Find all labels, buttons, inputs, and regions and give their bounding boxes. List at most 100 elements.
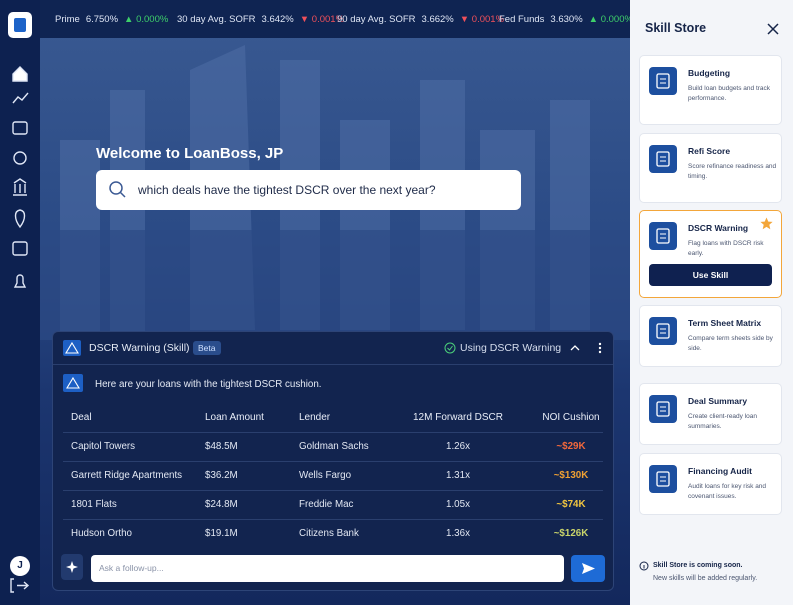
rate-change: ▼ 0.001% [459, 14, 505, 25]
row-divider [63, 490, 603, 491]
skill-name: Term Sheet Matrix [688, 318, 762, 328]
table-cell: 1.05x [446, 499, 470, 510]
welcome-heading: Welcome to LoanBoss, JP [96, 145, 284, 162]
table-cell: 1801 Flats [71, 499, 117, 510]
row-divider [63, 461, 603, 462]
nav-alerts[interactable] [13, 274, 27, 288]
rate-value: 3.662% [421, 14, 454, 25]
rate-value: 3.630% [550, 14, 583, 25]
row-divider [63, 432, 603, 433]
avatar[interactable]: J [10, 556, 30, 576]
nav-list[interactable] [12, 121, 28, 135]
column-header: NOI Cushion [542, 412, 600, 423]
store-title: Skill Store [645, 21, 707, 35]
column-header: Lender [299, 412, 331, 423]
skill-description: Flag loans with DSCR risk early. [688, 240, 764, 257]
beta-badge: Beta [193, 341, 221, 355]
skill-card[interactable]: Refi Score Score refinance readiness and … [639, 133, 782, 203]
rate-value: 6.750% [85, 14, 119, 25]
store-footer-note: New skills will be added regularly. [653, 575, 758, 582]
ticker-item: Fed Funds 3.630% ▲ 0.000% [499, 14, 639, 25]
skill-name: DSCR Warning [688, 223, 749, 233]
favorite-star[interactable] [760, 217, 773, 235]
search-box[interactable]: which deals have the tightest DSCR over … [96, 170, 521, 210]
skill-name: Deal Summary [688, 396, 748, 406]
table-cell: $19.1M [205, 528, 238, 539]
rate-name: Fed Funds [499, 14, 545, 25]
skill-icon [649, 395, 677, 423]
followup-placeholder: Ask a follow-up... [99, 563, 164, 573]
rate-change: ▲ 0.000% [124, 14, 169, 25]
column-header: 12M Forward DSCR [412, 412, 504, 423]
divider [53, 364, 613, 365]
rate-value: 3.642% [261, 14, 294, 25]
table-cell: 1.26x [446, 441, 470, 452]
logout-icon[interactable] [0, 576, 40, 596]
nav-apps[interactable] [12, 241, 28, 256]
panel-controls[interactable] [568, 341, 608, 355]
skill-card[interactable]: Financing Audit Audit loans for key risk … [639, 453, 782, 515]
table-cell: $48.5M [205, 441, 238, 452]
sidebar: J [0, 0, 40, 605]
assistant-message: Here are your loans with the tightest DS… [95, 379, 322, 390]
skill-name: Financing Audit [688, 466, 752, 476]
table-cell: Goldman Sachs [299, 441, 369, 452]
table-cell: Garrett Ridge Apartments [71, 470, 183, 481]
row-divider [63, 519, 603, 520]
rate-change: ▲ 0.000% [588, 14, 633, 25]
table-cell: $24.8M [205, 499, 238, 510]
nav-icons [12, 66, 29, 288]
table-cell: 1.31x [446, 470, 470, 481]
status-text: Using DSCR Warning [460, 342, 562, 354]
nav-trends[interactable] [12, 92, 29, 104]
warning-icon [63, 340, 81, 356]
table-cell: Hudson Ortho [71, 528, 132, 539]
rate-ticker: Prime 6.750% ▲ 0.000% 30 day Avg. SOFR 3.642… [40, 0, 633, 38]
table-cell: $36.2M [205, 470, 238, 481]
table-cell: Wells Fargo [299, 470, 352, 481]
noi-cushion: ~$29K [556, 441, 586, 452]
skill-card[interactable]: Deal Summary Create client-ready loan sum… [639, 383, 782, 445]
rate-change: ▼ 0.001% [299, 14, 345, 25]
nav-home[interactable] [12, 66, 28, 82]
nav-bank[interactable] [13, 178, 27, 196]
skill-icon [649, 67, 677, 95]
send-button[interactable] [571, 555, 605, 582]
nav-settings[interactable] [13, 151, 27, 165]
noi-cushion: ~$126K [553, 528, 589, 539]
skill-card[interactable]: DSCR Warning Flag loans with DSCR risk ea… [639, 210, 782, 298]
skill-card[interactable]: Budgeting Build loan budgets and track pe… [639, 55, 782, 125]
skill-icon [649, 222, 677, 250]
use-skill-button[interactable]: Use Skill [649, 264, 772, 286]
skill-card[interactable]: Term Sheet Matrix Compare term sheets sid… [639, 305, 782, 367]
followup-input[interactable]: Ask a follow-up... [91, 555, 564, 582]
ticker-item: 30 day Avg. SOFR 3.642% ▼ 0.001% [177, 14, 350, 25]
status-check [444, 342, 456, 354]
panel-title: DSCR Warning (Skill) [89, 342, 190, 354]
rate-name: 90 day Avg. SOFR [337, 14, 416, 25]
search-icon [109, 181, 126, 198]
skill-panel: DSCR Warning (Skill) Beta Using DSCR War… [52, 331, 614, 591]
nav-map[interactable] [14, 209, 26, 229]
skill-icon [649, 145, 677, 173]
close-button[interactable] [766, 22, 780, 36]
skill-description: Build loan budgets and track performance… [688, 85, 771, 102]
logo[interactable] [8, 12, 32, 38]
skill-name: Refi Score [688, 146, 731, 156]
sparkle-button[interactable] [61, 554, 83, 580]
skill-store: Skill Store Budgeting Build loan budgets … [630, 0, 793, 605]
store-footer-title: Skill Store is coming soon. [653, 562, 743, 569]
table-cell: Citizens Bank [299, 528, 359, 539]
skill-icon [649, 317, 677, 345]
skill-description: Score refinance readiness and timing. [688, 163, 777, 180]
skill-name: Budgeting [688, 68, 731, 78]
column-header: Loan Amount [205, 412, 264, 423]
rate-name: Prime [55, 14, 80, 25]
skill-description: Compare term sheets side by side. [688, 335, 773, 352]
skill-description: Create client-ready loan summaries. [688, 413, 758, 430]
table-cell: Freddie Mac [299, 499, 354, 510]
noi-cushion: ~$74K [556, 499, 586, 510]
ticker-item: 90 day Avg. SOFR 3.662% ▼ 0.001% [337, 14, 510, 25]
rate-name: 30 day Avg. SOFR [177, 14, 256, 25]
